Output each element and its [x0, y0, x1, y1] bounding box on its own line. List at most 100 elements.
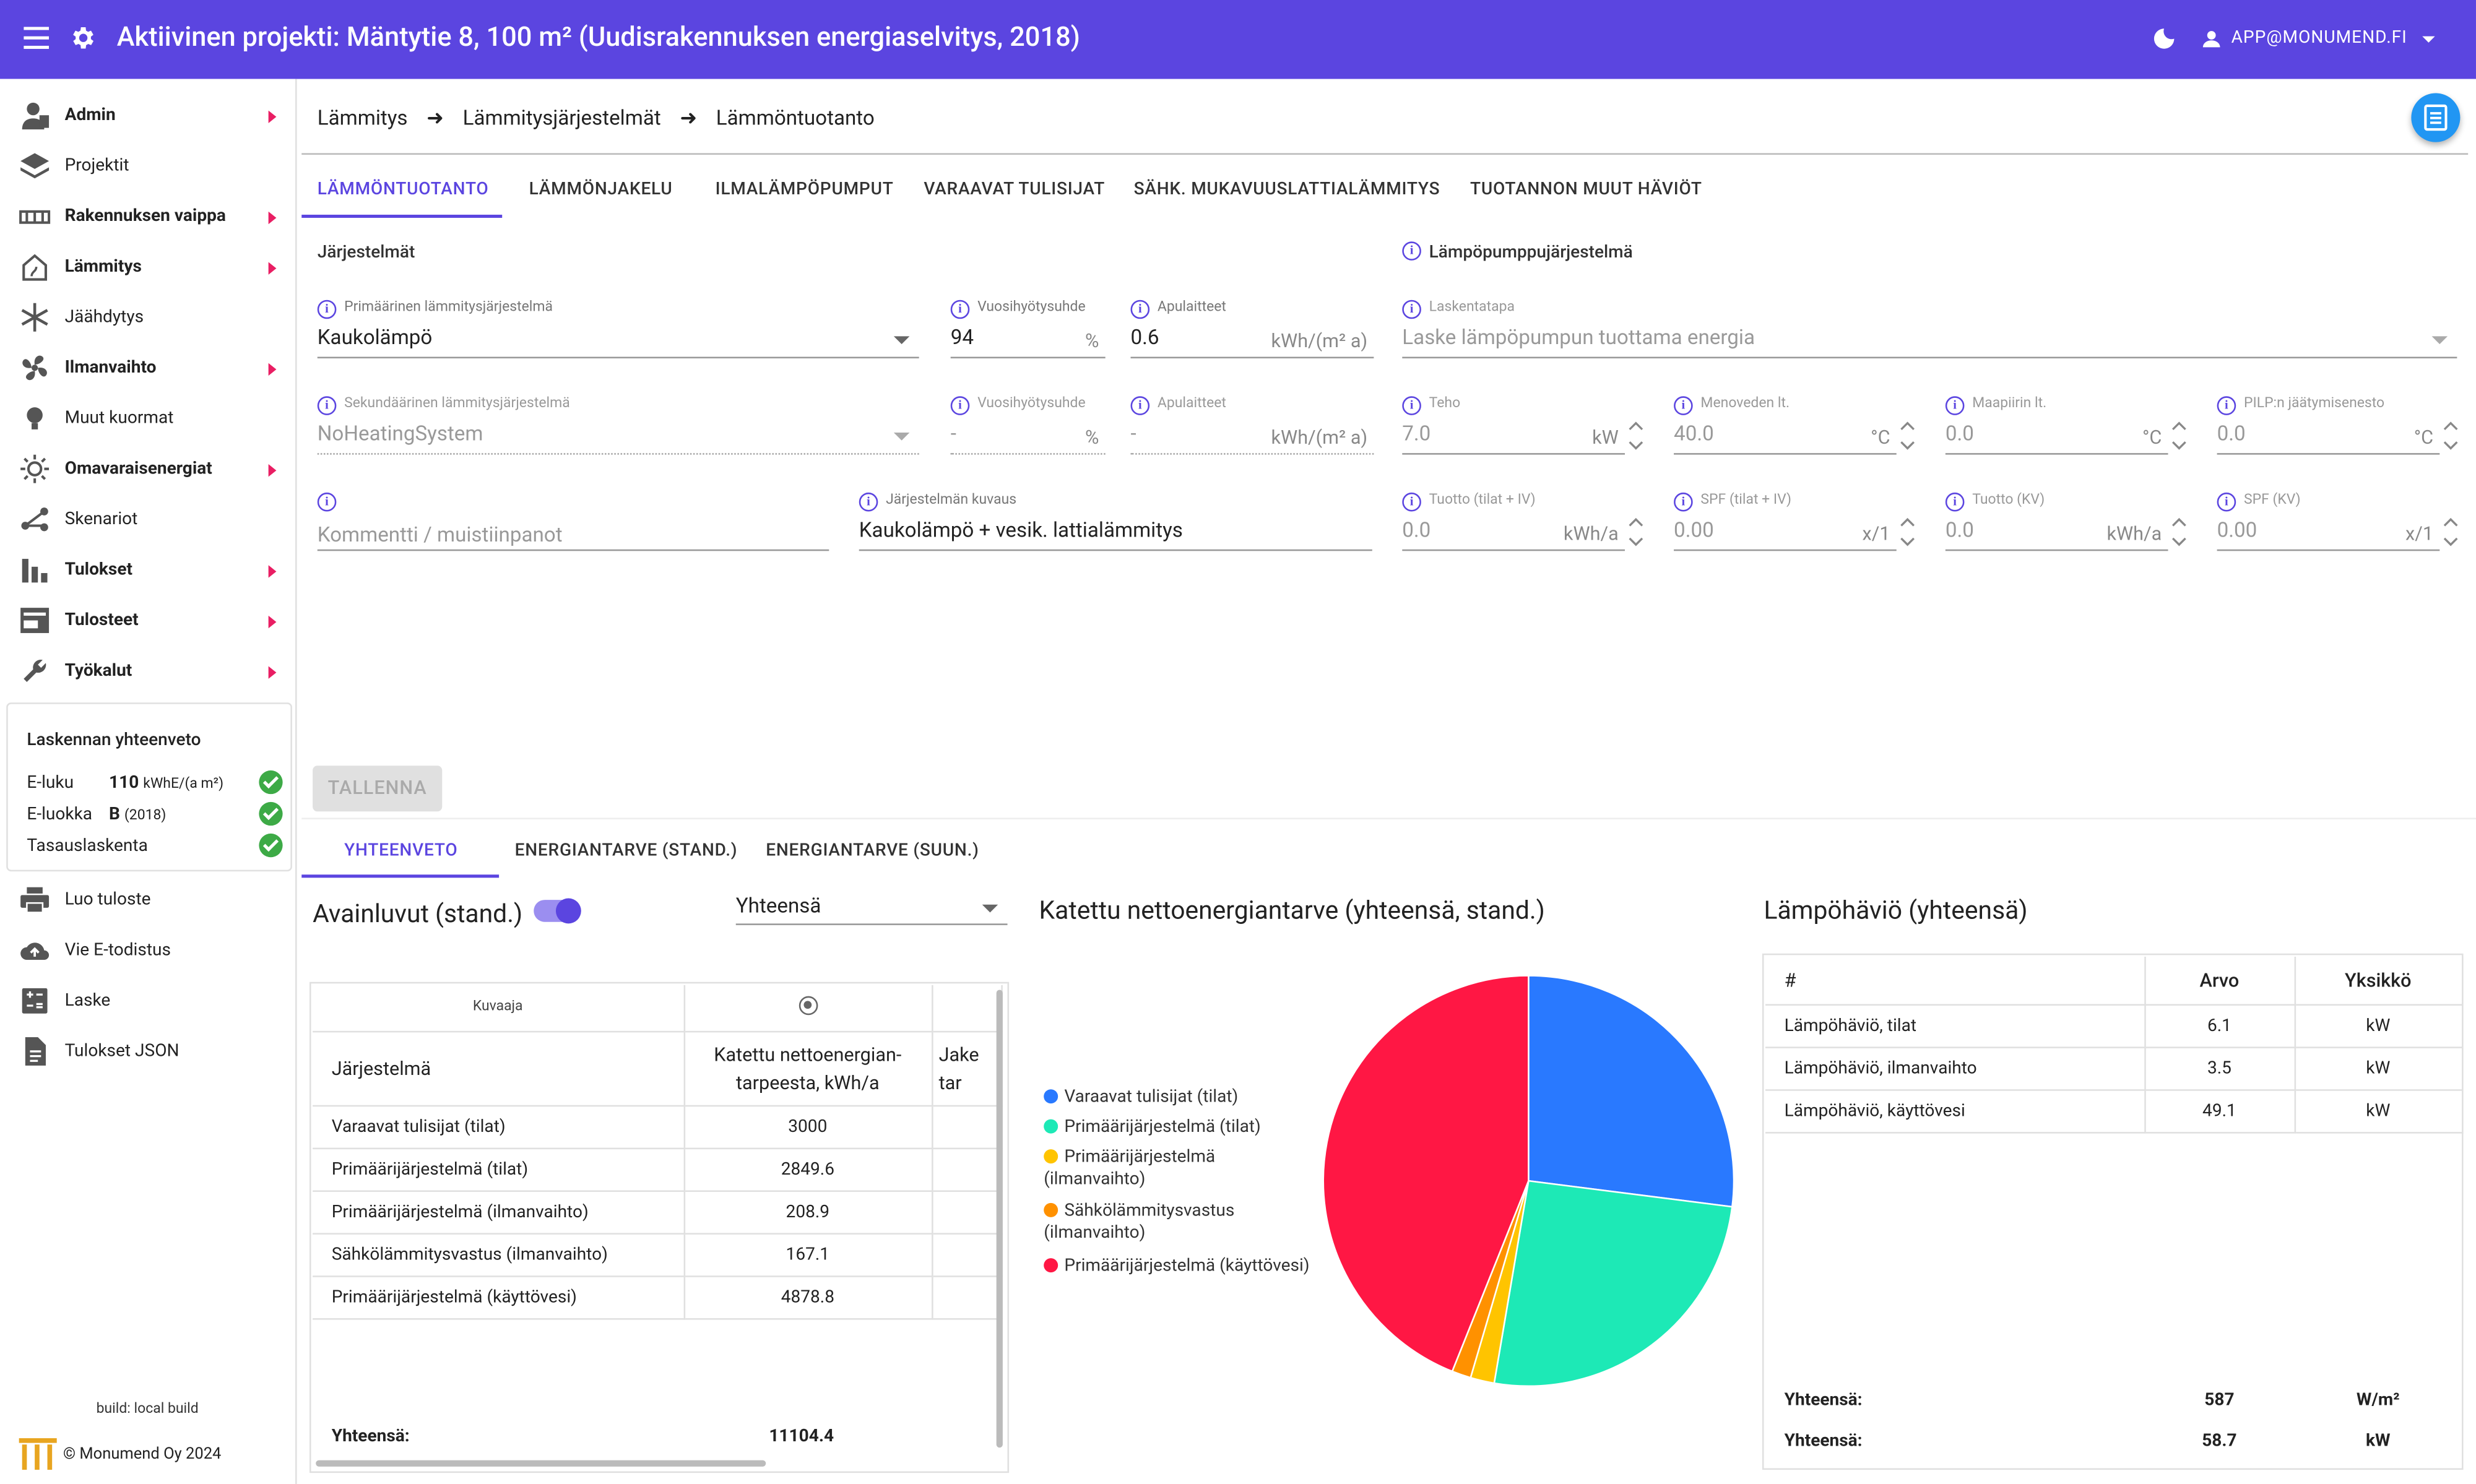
sidebar-item-lämmitys[interactable]: Lämmitys [0, 241, 297, 292]
action-laske[interactable]: Laske [0, 976, 297, 1027]
sidebar-item-muut-kuormat[interactable]: Muut kuormat [0, 393, 297, 444]
save-button[interactable]: TALLENNA [313, 766, 443, 812]
gear-icon[interactable] [68, 24, 97, 52]
info-icon[interactable]: i [2217, 492, 2236, 512]
tab-varaavat-tulisijat[interactable]: VARAAVAT TULISIJAT [924, 178, 1106, 199]
p-eff-field[interactable]: i Vuosihyötysuhde 94% [950, 300, 1106, 363]
toggle-thumb [555, 898, 581, 924]
sidebar-item-jäähdytys[interactable]: Jäähdytys [0, 292, 297, 343]
tab-ilmalampopumput[interactable]: ILMALÄMPÖPUMPUT [715, 178, 894, 199]
stepper-icon[interactable] [1628, 418, 1644, 453]
legend-item[interactable]: Primäärijärjestelmä (käyttövesi) [1044, 1255, 1320, 1277]
info-icon[interactable]: i [1945, 396, 1965, 415]
row-name: Lämpöhäviö, ilmanvaihto [1765, 1046, 2145, 1090]
pie-slice-4[interactable] [1322, 975, 1530, 1373]
action-tulokset-json[interactable]: Tulokset JSON [0, 1026, 297, 1077]
desc-field[interactable]: i Järjestelmän kuvaus Kaukolämpö + vesik. … [859, 492, 1372, 556]
sidebar-item-ilmanvaihto[interactable]: Ilmanvaihto [0, 343, 297, 394]
row-name: Lämpöhäviö, tilat [1765, 1004, 2145, 1048]
info-icon[interactable]: i [1130, 300, 1150, 319]
action-vie-e-todistus[interactable]: Vie E-todistus [0, 925, 297, 976]
secondary-field[interactable]: i Sekundäärinen lämmitysjärjestelmä NoHeat… [317, 396, 919, 459]
info-icon[interactable]: i [317, 396, 337, 415]
underline [317, 356, 919, 359]
breadcrumb-item[interactable]: Lämmitys [317, 107, 408, 131]
field-label: Laskentatapa [1429, 300, 1515, 316]
total-value: 587 [2204, 1389, 2235, 1410]
report-button[interactable] [2411, 93, 2461, 142]
antifreeze-field[interactable]: i PILP:n jäätymisenesto 0.0 °C [2217, 396, 2458, 459]
prod-field[interactable]: i Tuotto (tilat + IV) 0.0 kWh/a [1402, 492, 1643, 556]
spf-kv-field[interactable]: i SPF (KV) 0.00 x/1 [2217, 492, 2458, 556]
stepper-icon[interactable] [2171, 515, 2188, 550]
sidebar-item-tulosteet[interactable]: Tulosteet [0, 595, 297, 646]
flow-field[interactable]: i Menoveden lt. 40.0 °C [1674, 396, 1915, 459]
field-unit: °C [2413, 426, 2434, 449]
chevron-down-icon[interactable] [2422, 36, 2435, 43]
info-icon[interactable]: i [950, 300, 970, 319]
dark-mode-icon[interactable] [2150, 25, 2177, 52]
info-icon[interactable]: i [1130, 396, 1150, 415]
tab-energiantarve-suun[interactable]: ENERGIANTARVE (SUUN.) [766, 840, 979, 861]
stepper-icon[interactable] [1900, 515, 1916, 550]
info-icon[interactable]: i [317, 492, 337, 512]
info-icon[interactable]: i [1674, 396, 1693, 415]
sidebar-item-omavaraisenergiat[interactable]: Omavaraisenergiat [0, 444, 297, 494]
p-aux-field[interactable]: i Apulaitteet 0.6 kWh/(m² a) [1130, 300, 1374, 363]
spf-field[interactable]: i SPF (tilat + IV) 0.00 x/1 [1674, 492, 1915, 556]
info-icon[interactable]: i [2217, 396, 2236, 415]
info-icon[interactable]: i [317, 300, 337, 319]
action-luo-tuloste[interactable]: Luo tuloste [0, 874, 297, 925]
info-icon[interactable]: i [950, 396, 970, 415]
legend-item[interactable]: Primäärijärjestelmä (tilat) [1044, 1116, 1320, 1139]
primary-field[interactable]: i Primäärinen lämmitysjärjestelmä Kaukoläm… [317, 300, 919, 363]
tab-yhteenveto[interactable]: YHTEENVETO [344, 840, 458, 861]
menu-icon[interactable] [24, 27, 50, 50]
info-icon[interactable]: i [1402, 492, 1421, 512]
sidebar-item-admin[interactable]: Admin [0, 90, 297, 140]
legend-item[interactable]: Varaavat tulisijat (tilat) [1044, 1086, 1320, 1108]
pie-slice-1[interactable] [1493, 1180, 1733, 1387]
stepper-icon[interactable] [1628, 515, 1644, 550]
tab-energiantarve-stand[interactable]: ENERGIANTARVE (STAND.) [514, 840, 738, 861]
info-icon[interactable]: i [859, 492, 878, 512]
info-icon[interactable]: i [1674, 492, 1693, 512]
tab-lammontuotanto[interactable]: LÄMMÖNTUOTANTO [317, 178, 489, 199]
s-eff-field[interactable]: i Vuosihyötysuhde -% [950, 396, 1106, 459]
chevron-right-icon [268, 110, 277, 123]
stepper-icon[interactable] [2443, 515, 2459, 550]
stepper-icon[interactable] [2171, 418, 2188, 453]
keyfigures-select[interactable]: Yhteensä [735, 889, 1008, 952]
field-value: 0.0 [1945, 423, 1974, 447]
tab-sahk-lattialammitys[interactable]: SÄHK. MUKAVUUSLATTIALÄMMITYS [1133, 178, 1440, 199]
calc-field[interactable]: i Laskentatapa Laske lämpöpumpun tuottama … [1402, 300, 2457, 363]
legend-item[interactable]: Sähkölämmitysvastus (ilmanvaihto) [1044, 1200, 1320, 1244]
sidebar-item-rakennuksen-vaippa[interactable]: Rakennuksen vaippa [0, 191, 297, 242]
info-icon[interactable]: i [1402, 396, 1421, 415]
comment-field[interactable]: i Kommentti / muistiinpanot [317, 492, 829, 556]
breadcrumb-item[interactable]: Lämmitysjärjestelmät [462, 107, 661, 131]
ground-field[interactable]: i Maapiirin lt. 0.0 °C [1945, 396, 2186, 459]
standard-toggle[interactable] [534, 898, 581, 924]
power-field[interactable]: i Teho 7.0 kW [1402, 396, 1643, 459]
vertical-scrollbar[interactable] [996, 990, 1003, 1448]
sidebar-item-skenariot[interactable]: Skenariot [0, 494, 297, 545]
pie-slice-0[interactable] [1528, 975, 1735, 1208]
info-icon[interactable]: i [1402, 241, 1421, 261]
horizontal-scrollbar[interactable] [316, 1460, 766, 1467]
user-menu[interactable]: APP@MONUMEND.FI [2231, 27, 2407, 48]
info-icon[interactable]: i [1402, 300, 1421, 319]
stepper-icon[interactable] [2443, 418, 2459, 453]
tab-tuotannon-muut-haviot[interactable]: TUOTANNON MUUT HÄVIÖT [1470, 178, 1702, 199]
legend-item[interactable]: Primäärijärjestelmä (ilmanvaihto) [1044, 1146, 1320, 1190]
sidebar-item-tulokset[interactable]: Tulokset [0, 545, 297, 595]
s-aux-field[interactable]: i Apulaitteet - kWh/(m² a) [1130, 396, 1374, 459]
prod-kv-field[interactable]: i Tuotto (KV) 0.0 kWh/a [1945, 492, 2186, 556]
calculation-summary: Laskennan yhteenveto E-luku 110 kWhE/(a … [6, 702, 292, 872]
stepper-icon[interactable] [1900, 418, 1916, 453]
info-icon[interactable]: i [1945, 492, 1965, 512]
radio-icon[interactable] [798, 996, 818, 1015]
sidebar-item-projektit[interactable]: Projektit [0, 140, 297, 191]
tab-lammonjakelu[interactable]: LÄMMÖNJAKELU [529, 178, 673, 199]
sidebar-item-työkalut[interactable]: Työkalut [0, 645, 297, 696]
